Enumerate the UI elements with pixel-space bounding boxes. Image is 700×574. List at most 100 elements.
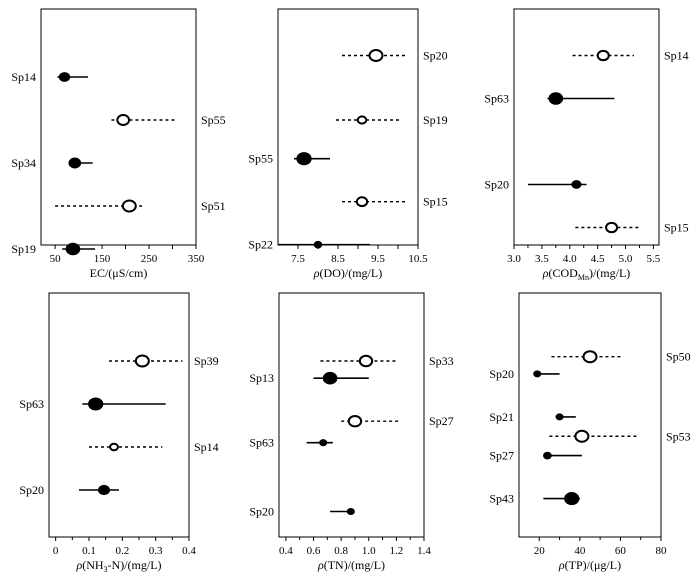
- optimum-marker: [296, 152, 312, 166]
- x-axis-label: EC/(μS/cm): [90, 266, 148, 280]
- species-label: Sp20: [249, 505, 274, 519]
- x-axis-label: ρ(DO)/(mg/L): [313, 266, 382, 280]
- species-sp27: Sp27: [341, 414, 454, 428]
- optimum-marker: [65, 242, 81, 256]
- optimum-marker: [356, 115, 368, 125]
- species-label: Sp20: [423, 49, 448, 63]
- x-tick-label: 8.5: [331, 253, 345, 265]
- optimum-marker: [543, 451, 552, 460]
- x-tick-label: 350: [188, 253, 205, 265]
- species-label: Sp13: [249, 371, 274, 385]
- optimum-marker: [58, 72, 71, 82]
- optimum-marker: [533, 370, 542, 378]
- x-tick-label: 9.5: [371, 253, 385, 265]
- panel-3: 3.0 3.5 4.0 4.5 5.0 5.5 ρ(CODMn)/(mg/L) Sp14 Sp6…: [484, 8, 689, 282]
- optimum-marker: [574, 429, 590, 443]
- panel-5: 0.4 0.6 0.8 1.0 1.2 1.4 ρ(TN)/(mg/L) Sp33 Sp13 Sp…: [249, 292, 454, 572]
- optimum-marker: [109, 442, 119, 452]
- panel-1: 50 150 250 350 EC/(μS/cm) Sp14 Sp55 Sp34 Sp51 Sp1…: [11, 8, 226, 280]
- x-tick-label: 150: [94, 253, 111, 265]
- plot-frame: [277, 8, 419, 246]
- species-label: Sp53: [666, 429, 691, 443]
- species-sp22: Sp22: [248, 238, 370, 252]
- x-tick-label: 0.4: [182, 545, 196, 557]
- optimum-marker: [68, 157, 82, 169]
- optimum-marker: [346, 507, 355, 516]
- optimum-marker: [605, 221, 619, 234]
- x-tick-label: 1.0: [362, 545, 376, 557]
- x-tick-label: 80: [656, 545, 668, 557]
- panel-2: 7.5 8.5 9.5 10.5 ρ(DO)/(mg/L) Sp20 Sp19 Sp55 Sp1…: [248, 8, 448, 280]
- species-sp43: Sp43: [489, 492, 580, 506]
- species-sp20: Sp20: [249, 505, 355, 519]
- plot-frame: [40, 8, 197, 246]
- species-label: Sp15: [423, 195, 448, 209]
- optimum-marker: [582, 350, 598, 364]
- species-label: Sp20: [484, 178, 509, 192]
- species-sp21: Sp21: [489, 410, 576, 424]
- species-sp14: Sp14: [572, 49, 689, 63]
- optimum-marker: [596, 49, 610, 62]
- species-sp20: Sp20: [342, 49, 448, 63]
- panel-4: 0 0.1 0.2 0.3 0.4 ρ(NH3-N)/(mg/L) Sp39 Sp63 Sp14…: [19, 292, 219, 574]
- optimum-marker: [368, 49, 384, 62]
- species-label: Sp50: [666, 350, 691, 364]
- optimum-marker: [555, 413, 564, 421]
- species-sp51: Sp51: [55, 199, 226, 213]
- species-label: Sp22: [248, 238, 273, 252]
- species-sp34: Sp34: [11, 156, 93, 170]
- plot-frame: [513, 8, 660, 246]
- optimum-marker: [571, 180, 582, 189]
- x-tick-label: 0.3: [149, 545, 163, 557]
- optimum-marker: [347, 414, 363, 428]
- species-label: Sp20: [19, 483, 44, 497]
- species-label: Sp43: [489, 492, 514, 506]
- x-tick-label: 10.5: [408, 253, 428, 265]
- x-tick-label: 0: [53, 545, 59, 557]
- species-sp50: Sp50: [551, 350, 691, 364]
- species-label: Sp55: [248, 152, 273, 166]
- species-label: Sp33: [429, 354, 454, 368]
- x-tick-label: 0.1: [82, 545, 96, 557]
- x-tick-label: 60: [615, 545, 627, 557]
- x-tick-label: 5.5: [647, 253, 661, 265]
- x-tick-label: 40: [574, 545, 586, 557]
- species-sp14: Sp14: [89, 440, 219, 454]
- species-label: Sp15: [664, 221, 689, 235]
- x-tick-label: 3.5: [535, 253, 549, 265]
- species-sp63: Sp63: [484, 92, 615, 106]
- species-sp19: Sp19: [336, 113, 448, 127]
- x-tick-label: 1.4: [417, 545, 431, 557]
- x-axis-label: ρ(CODMn)/(mg/L): [542, 266, 631, 282]
- species-sp20: Sp20: [484, 178, 587, 192]
- species-sp20: Sp20: [19, 483, 119, 497]
- optimum-marker: [88, 397, 104, 411]
- x-tick-label: 0.2: [115, 545, 129, 557]
- species-label: Sp27: [429, 414, 454, 428]
- x-tick-label: 250: [141, 253, 158, 265]
- species-sp20: Sp20: [489, 367, 560, 381]
- species-sp19: Sp19: [11, 242, 96, 256]
- x-tick-label: 0.4: [279, 545, 293, 557]
- x-tick-label: 0.8: [334, 545, 348, 557]
- species-sp15: Sp15: [342, 195, 448, 209]
- panel-6: 20 40 60 80 ρ(TP)/(μg/L) Sp50 Sp20 Sp21 Sp53 Sp27…: [489, 292, 691, 572]
- x-tick-label: 3.0: [507, 253, 521, 265]
- species-label: Sp21: [489, 410, 514, 424]
- x-tick-label: 7.5: [291, 253, 305, 265]
- species-sp33: Sp33: [320, 354, 454, 368]
- species-sp55: Sp55: [111, 113, 226, 127]
- species-label: Sp19: [11, 242, 36, 256]
- species-label: Sp14: [11, 70, 36, 84]
- species-sp63: Sp63: [249, 436, 333, 450]
- species-label: Sp27: [489, 449, 514, 463]
- optimum-marker: [564, 492, 580, 506]
- species-sp55: Sp55: [248, 152, 330, 166]
- species-sp14: Sp14: [11, 70, 88, 84]
- x-tick-label: 50: [50, 253, 62, 265]
- x-axis-label: ρ(NH3-N)/(mg/L): [75, 558, 161, 574]
- species-label: Sp51: [201, 199, 226, 213]
- x-axis-label: ρ(TP)/(μg/L): [558, 558, 621, 572]
- species-sp13: Sp13: [249, 371, 369, 385]
